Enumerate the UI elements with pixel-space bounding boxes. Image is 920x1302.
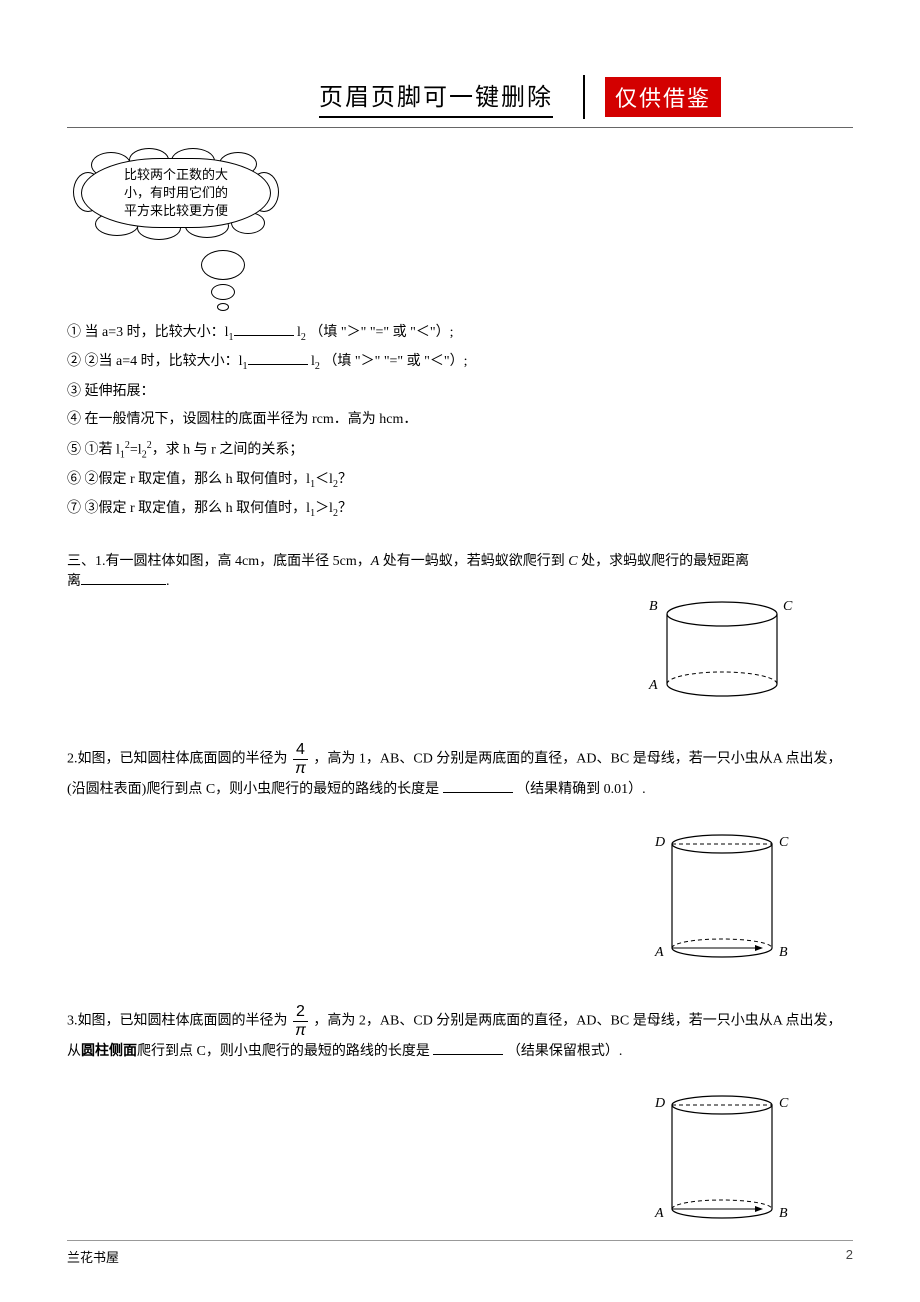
thought-line-3: 平方来比较更方便 <box>124 203 228 218</box>
thought-text: 比较两个正数的大 小，有时用它们的 平方来比较更方便 <box>81 158 271 228</box>
page-footer: 兰花书屋 2 <box>67 1240 853 1266</box>
item-3: ③ 延伸拓展： <box>67 380 853 405</box>
svg-text:C: C <box>783 599 793 614</box>
problem-3: 3.如图，已知圆柱体底面圆的半径为 2π ，高为 2，AB、CD 分别是两底面的… <box>67 1004 853 1230</box>
svg-text:A: A <box>648 678 658 693</box>
header-rule <box>67 127 853 128</box>
bold-text: 圆柱侧面 <box>81 1044 137 1059</box>
blank-2 <box>248 351 308 365</box>
svg-text:C: C <box>779 1096 789 1111</box>
problem-1: 三、1.有一圆柱体如图，高 4cm，底面半径 5cm，A 处有一蚂蚁，若蚂蚁欲爬… <box>67 550 853 706</box>
blank-p2 <box>443 779 513 793</box>
header-badge-wrap: 仅供借鉴 <box>583 75 721 119</box>
svg-text:C: C <box>779 835 789 850</box>
cylinder-diagram-2: A B C D <box>627 828 797 968</box>
footer-left: 兰花书屋 <box>67 1247 119 1266</box>
header-badge: 仅供借鉴 <box>605 77 721 117</box>
problem-2: 2.如图，已知圆柱体底面圆的半径为 4π ，高为 1，AB、CD 分别是两底面的… <box>67 742 853 968</box>
header-title: 页眉页脚可一键删除 <box>319 77 553 118</box>
blank-1 <box>234 322 294 336</box>
cylinder-diagram-1: A B C <box>627 596 797 706</box>
item-4: ④ 在一般情况下，设圆柱的底面半径为 rcm．高为 hcm． <box>67 408 853 433</box>
svg-text:D: D <box>654 1096 665 1111</box>
thought-line-1: 比较两个正数的大 <box>124 167 228 182</box>
svg-text:B: B <box>779 945 788 960</box>
item-5: ⑤ ①若 l12=l22，求 h 与 r 之间的关系； <box>67 437 853 464</box>
fraction-4-pi: 4π <box>293 742 308 777</box>
svg-text:A: A <box>654 945 664 960</box>
cylinder-diagram-3: A B C D <box>627 1089 797 1229</box>
svg-text:B: B <box>779 1206 788 1221</box>
fraction-2-pi: 2π <box>293 1004 308 1039</box>
item-2: ② ②当 a=4 时，比较大小：l1 l2 （填 "＞" "=" 或 "＜"）; <box>67 350 853 375</box>
page-header: 页眉页脚可一键删除 仅供借鉴 <box>67 75 853 119</box>
thought-line-2: 小，有时用它们的 <box>124 185 228 200</box>
item-7: ⑦ ③假定 r 取定值，那么 h 取何值时，l1＞l2？ <box>67 497 853 522</box>
blank-p1 <box>81 571 166 585</box>
thought-bubble: 比较两个正数的大 小，有时用它们的 平方来比较更方便 <box>67 158 853 311</box>
item-1: ① 当 a=3 时，比较大小：l1 l2 （填 "＞" "=" 或 "＜"）; <box>67 321 853 346</box>
blank-p3 <box>433 1041 503 1055</box>
svg-text:D: D <box>654 835 665 850</box>
page-number: 2 <box>846 1247 853 1266</box>
item-6: ⑥ ②假定 r 取定值，那么 h 取何值时，l1＜l2？ <box>67 468 853 493</box>
svg-text:B: B <box>649 599 658 614</box>
svg-text:A: A <box>654 1206 664 1221</box>
